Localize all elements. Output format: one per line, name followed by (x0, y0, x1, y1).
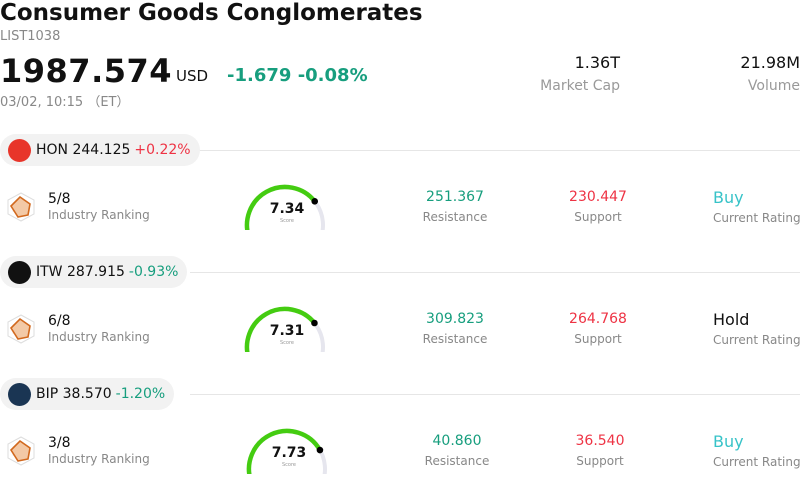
score-value: 7.31 (269, 323, 305, 339)
stock-price: 244.125 (72, 142, 131, 158)
change-value: -1.679 (227, 65, 292, 86)
stock-pill[interactable]: ITW 287.915 -0.93% (0, 256, 188, 288)
stock-change: +0.22% (134, 142, 191, 158)
volume-stat: 21.98M Volume (740, 53, 800, 94)
support-metric: 36.540 Support (550, 433, 650, 468)
rating-value[interactable]: Buy (713, 188, 744, 207)
resistance-label: Resistance (424, 454, 490, 468)
rating-value[interactable]: Hold (713, 310, 750, 329)
score-value: 7.73 (271, 445, 307, 461)
radar-chart-icon (7, 314, 35, 344)
currency-label: USD (176, 67, 209, 85)
resistance-value: 40.860 (432, 433, 482, 449)
resistance-metric: 40.860 Resistance (407, 433, 507, 468)
resistance-metric: 309.823 Resistance (405, 311, 505, 346)
change-percent: -0.08% (297, 65, 368, 86)
support-value: 264.768 (569, 311, 627, 327)
score-label: Score (279, 340, 294, 346)
support-value: 230.447 (569, 189, 627, 205)
company-logo-icon (8, 260, 31, 284)
stock-pill[interactable]: BIP 38.570 -1.20% (0, 378, 175, 410)
page-title: Consumer Goods Conglomerates (0, 0, 423, 26)
current-rating: Hold Current Rating (713, 310, 800, 347)
timestamp: 03/02, 10:15 （ET） (0, 95, 130, 110)
resistance-value: 251.367 (426, 189, 484, 205)
score-label: Score (281, 462, 296, 468)
section-divider (190, 394, 800, 395)
score-value: 7.34 (269, 201, 305, 217)
support-metric: 230.447 Support (548, 189, 648, 224)
volume-label: Volume (747, 78, 800, 94)
market-cap-label: Market Cap (540, 78, 620, 94)
rating-value[interactable]: Buy (713, 432, 744, 451)
industry-rank-value: 5/8 (48, 191, 71, 207)
industry-rank-label: Industry Ranking (48, 330, 150, 344)
resistance-metric: 251.367 Resistance (405, 189, 505, 224)
stock-pill[interactable]: HON 244.125 +0.22% (0, 134, 200, 166)
support-label: Support (576, 454, 624, 468)
industry-rank-value: 6/8 (48, 313, 71, 329)
section-divider (190, 272, 800, 273)
current-rating: Buy Current Rating (713, 188, 800, 225)
rating-label: Current Rating (713, 455, 800, 469)
score-gauge (244, 184, 325, 230)
market-cap-stat: 1.36T Market Cap (540, 53, 620, 94)
industry-rank-value: 3/8 (48, 435, 71, 451)
radar-chart-icon (7, 192, 35, 222)
section-divider (190, 150, 800, 151)
stock-price: 38.570 (62, 386, 112, 402)
industry-rank-label: Industry Ranking (48, 452, 150, 466)
score-gauge (246, 428, 327, 474)
volume-value: 21.98M (740, 53, 800, 72)
index-price: 1987.574 (0, 52, 173, 90)
resistance-label: Resistance (422, 210, 488, 224)
market-cap-value: 1.36T (574, 53, 620, 72)
score-label: Score (279, 218, 294, 224)
industry-rank-label: Industry Ranking (48, 208, 150, 222)
list-code: LIST1038 (0, 29, 61, 44)
company-logo-icon (8, 382, 31, 406)
resistance-label: Resistance (422, 332, 488, 346)
index-change: -1.679 -0.08% (227, 65, 368, 86)
current-rating: Buy Current Rating (713, 432, 800, 469)
stock-price: 287.915 (66, 264, 125, 280)
support-metric: 264.768 Support (548, 311, 648, 346)
rating-label: Current Rating (713, 333, 800, 347)
radar-chart-icon (7, 436, 35, 466)
support-label: Support (574, 210, 622, 224)
stock-ticker: ITW (36, 264, 63, 280)
rating-label: Current Rating (713, 211, 800, 225)
resistance-value: 309.823 (426, 311, 484, 327)
stock-change: -0.93% (128, 264, 179, 280)
stock-ticker: HON (36, 142, 69, 158)
support-label: Support (574, 332, 622, 346)
stock-ticker: BIP (36, 386, 59, 402)
support-value: 36.540 (575, 433, 625, 449)
score-gauge (244, 306, 325, 352)
stock-change: -1.20% (115, 386, 166, 402)
company-logo-icon (8, 138, 31, 162)
